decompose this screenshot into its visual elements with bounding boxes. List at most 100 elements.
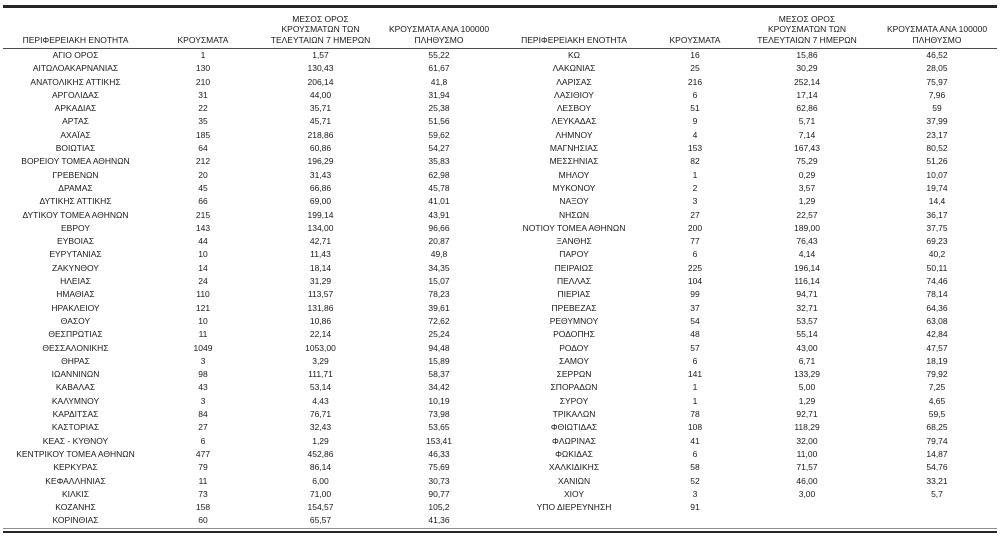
avg7-cell: 32,43 [309, 422, 332, 433]
avg7-cell: 86,14 [309, 462, 332, 473]
avg7-cell: 65,57 [258, 514, 383, 529]
per100k-cell: 54,76 [926, 462, 948, 473]
avg7-cell: 30,29 [796, 63, 818, 74]
region-name-cell: ΚΟΖΑΝΗΣ [55, 502, 96, 513]
col-header-avg7-line1: ΜΕΣΟΣ ΟΡΟΣ [778, 13, 836, 24]
col-header-region-right: ΠΕΡΙΦΕΡΕΙΑΚΗ ΕΝΟΤΗΤΑ [495, 7, 653, 49]
region-name-cell: ΑΡΓΟΛΙΔΑΣ [51, 89, 100, 100]
per100k-cell: 42,84 [926, 329, 948, 340]
region-name-cell: ΕΥΒΟΙΑΣ [57, 236, 94, 247]
avg7-cell: 199,14 [307, 209, 334, 220]
table-row: ΘΗΡΑΣ 3 3,29 15,89 ΣΑΜΟΥ 6 6,71 18,19 [3, 355, 997, 368]
cases-cell: 91 [690, 502, 700, 513]
avg7-cell: 252,14 [794, 76, 820, 87]
region-name-cell: ΚΙΛΚΙΣ [62, 488, 89, 499]
cases-cell: 1 [692, 169, 698, 180]
per100k-cell: 50,11 [926, 262, 948, 273]
avg7-cell: 1,29 [798, 395, 816, 406]
cases-cell: 3 [200, 395, 206, 406]
avg7-cell: 53,57 [796, 315, 818, 326]
cases-cell: 10 [198, 315, 208, 326]
region-name-cell: ΠΕΛΛΑΣ [556, 276, 592, 287]
per100k-cell: 41,8 [430, 76, 448, 87]
avg7-cell: 1,57 [312, 50, 329, 60]
table-top-rule [3, 5, 997, 8]
cases-cell: 24 [198, 276, 208, 287]
cases-cell: 6 [692, 448, 698, 459]
regional-cases-table: ΠΕΡΙΦΕΡΕΙΑΚΗ ΕΝΟΤΗΤΑ ΚΡΟΥΣΜΑΤΑ ΜΕΣΟΣ ΟΡΟ… [3, 7, 997, 529]
region-name-cell: ΑΝΑΤΟΛΙΚΗΣ ΑΤΤΙΚΗΣ [30, 76, 121, 87]
region-name-cell: ΑΧΑΪΑΣ [60, 129, 91, 140]
cases-cell: 27 [690, 209, 700, 220]
region-name-cell: ΛΑΚΩΝΙΑΣ [552, 63, 596, 74]
cases-cell: 57 [690, 342, 700, 353]
region-name-cell: ΜΕΣΣΗΝΙΑΣ [549, 156, 599, 167]
per100k-cell: 4,65 [928, 395, 946, 406]
per100k-cell: 61,67 [428, 63, 450, 74]
per100k-cell: 37,75 [926, 222, 948, 233]
cases-cell: 77 [690, 236, 700, 247]
region-name-cell: ΚΑΒΑΛΑΣ [55, 382, 96, 393]
per100k-cell: 15,89 [428, 355, 450, 366]
cases-cell: 44 [198, 236, 208, 247]
region-name-cell: ΚΕΦΑΛΛΗΝΙΑΣ [45, 475, 106, 486]
avg7-cell: 11,00 [796, 448, 818, 459]
col-header-region-left: ΠΕΡΙΦΕΡΕΙΑΚΗ ΕΝΟΤΗΤΑ [3, 7, 148, 49]
avg7-cell: 3,57 [798, 182, 816, 193]
per100k-cell: 79,74 [926, 435, 948, 446]
region-name-cell: ΦΛΩΡΙΝΑΣ [552, 435, 596, 446]
per100k-cell: 55,22 [428, 50, 450, 60]
avg7-cell: 22,14 [309, 329, 332, 340]
per100k-cell: 51,26 [926, 156, 948, 167]
table-row: ΑΙΤΩΛΟΑΚΑΡΝΑΝΙΑΣ 130 130,43 61,67 ΛΑΚΩΝΙΑΣ 25… [3, 62, 997, 75]
table-row: ΖΑΚΥΝΘΟΥ 14 18,14 34,35 ΠΕΙΡΑΙΩΣ 225 196,14 50,… [3, 262, 997, 275]
cases-cell: 20 [198, 169, 208, 180]
avg7-cell [737, 514, 877, 529]
per100k-cell: 34,42 [428, 382, 450, 393]
avg7-cell [737, 501, 877, 514]
cases-cell: 1049 [193, 342, 213, 353]
avg7-cell: 55,14 [796, 329, 818, 340]
cases-cell: 1 [692, 395, 698, 406]
region-name-cell: ΡΟΔΟΥ [559, 342, 589, 353]
avg7-cell: 5,71 [798, 116, 816, 127]
col-header-per100k-line2: ΠΛΗΘΥΣΜΟ [912, 34, 962, 45]
cases-cell: 11 [198, 329, 208, 340]
avg7-cell: 1,29 [312, 435, 329, 446]
avg7-cell: 167,43 [794, 143, 820, 154]
region-name-cell: ΛΑΡΙΣΑΣ [556, 76, 592, 87]
col-header-per100k-line1: ΚΡΟΥΣΜΑΤΑ ΑΝΑ 100000 [388, 24, 490, 34]
per100k-cell: 23,17 [926, 129, 948, 140]
region-name-cell: ΕΒΡΟΥ [60, 222, 90, 233]
cases-cell: 212 [195, 156, 211, 167]
cases-cell: 78 [690, 409, 700, 420]
per100k-cell: 59,62 [428, 129, 450, 140]
cases-cell: 3 [200, 355, 206, 366]
cases-cell: 6 [200, 435, 206, 446]
avg7-cell: 76,71 [309, 409, 332, 420]
region-name-cell: ΛΗΜΝΟΥ [555, 129, 593, 140]
avg7-cell: 66,86 [309, 182, 332, 193]
per100k-cell: 47,57 [926, 342, 948, 353]
per100k-cell: 25,38 [428, 103, 450, 114]
table-row: ΚΕΡΚΥΡΑΣ 79 86,14 75,69 ΧΑΛΚΙΔΙΚΗΣ 58 71,57 54,… [3, 461, 997, 474]
region-name-cell: ΜΗΛΟΥ [558, 169, 590, 180]
region-name-cell: ΗΜΑΘΙΑΣ [56, 289, 95, 300]
region-name-cell: ΑΓΙΟ ΟΡΟΣ [52, 50, 99, 60]
region-name-cell: ΝΗΣΩΝ [558, 209, 590, 220]
region-name-cell: ΖΑΚΥΝΘΟΥ [52, 262, 99, 273]
per100k-cell: 78,14 [926, 289, 948, 300]
cases-cell: 25 [690, 63, 700, 74]
col-header-per100k-left: ΚΡΟΥΣΜΑΤΑ ΑΝΑ 100000 ΠΛΗΘΥΣΜΟ [383, 7, 495, 49]
cases-cell: 4 [692, 129, 698, 140]
cases-cell: 45 [198, 182, 208, 193]
table-row: ΑΡΤΑΣ 35 45,71 51,56 ΛΕΥΚΑΔΑΣ 9 5,71 37,99 [3, 115, 997, 128]
per100k-cell: 46,33 [428, 448, 450, 459]
region-name-cell: ΣΑΜΟΥ [558, 355, 589, 366]
cases-cell: 27 [198, 422, 208, 433]
per100k-cell: 90,77 [428, 488, 450, 499]
cases-cell: 3 [692, 196, 698, 207]
avg7-cell: 94,71 [796, 289, 818, 300]
region-name-cell: ΔΥΤΙΚΗΣ ΑΤΤΙΚΗΣ [39, 196, 112, 207]
